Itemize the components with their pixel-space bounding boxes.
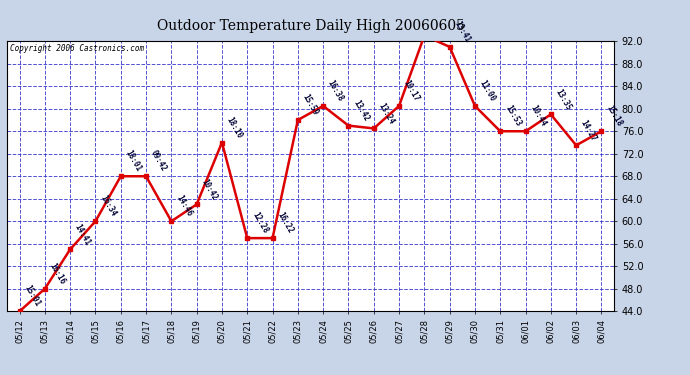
- Text: 16:22: 16:22: [275, 211, 295, 236]
- Text: 16:16: 16:16: [48, 261, 67, 286]
- Text: 15:01: 15:01: [22, 284, 41, 309]
- Text: 13:41: 13:41: [453, 20, 472, 44]
- Text: 15:53: 15:53: [503, 104, 522, 129]
- Text: 10:42: 10:42: [199, 177, 219, 202]
- Text: 10:44: 10:44: [529, 104, 548, 129]
- Text: 18:01: 18:01: [124, 149, 143, 174]
- Text: 13:35: 13:35: [553, 87, 573, 112]
- Text: 15:59: 15:59: [301, 93, 320, 117]
- Text: 12:28: 12:28: [250, 211, 269, 236]
- Text: 14:46: 14:46: [174, 194, 193, 219]
- Text: 10:17: 10:17: [402, 79, 421, 103]
- Text: 09:42: 09:42: [149, 149, 168, 174]
- Text: 14:27: 14:27: [579, 118, 598, 142]
- Text: 15:18: 15:18: [604, 104, 624, 129]
- Text: 14:41: 14:41: [73, 222, 92, 247]
- Text: 13:24: 13:24: [377, 101, 396, 126]
- Text: Copyright 2006 Castronics.com: Copyright 2006 Castronics.com: [10, 44, 144, 53]
- Text: 11:00: 11:00: [477, 79, 497, 103]
- Text: 13:42: 13:42: [351, 98, 371, 123]
- Text: 16:34: 16:34: [98, 194, 117, 219]
- Text: 16:38: 16:38: [326, 79, 345, 103]
- Text: 13:04: 13:04: [0, 374, 1, 375]
- Text: Outdoor Temperature Daily High 20060605: Outdoor Temperature Daily High 20060605: [157, 19, 464, 33]
- Text: 18:10: 18:10: [225, 115, 244, 140]
